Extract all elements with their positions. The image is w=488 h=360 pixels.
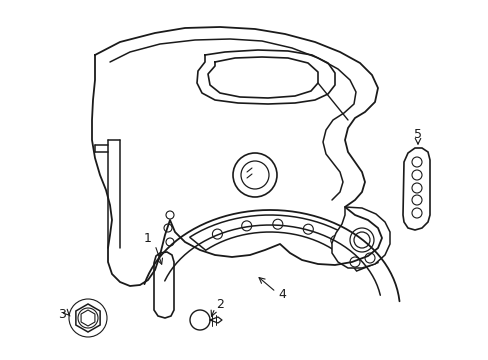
Polygon shape [402,148,429,230]
Text: 5: 5 [413,129,421,141]
Polygon shape [154,252,174,318]
Text: 3: 3 [58,307,66,320]
Polygon shape [81,310,95,326]
Text: 2: 2 [216,298,224,311]
Text: 1: 1 [144,231,152,244]
Polygon shape [331,207,389,268]
Polygon shape [189,215,378,271]
Polygon shape [76,304,100,332]
Circle shape [190,310,209,330]
Text: 4: 4 [278,288,285,301]
